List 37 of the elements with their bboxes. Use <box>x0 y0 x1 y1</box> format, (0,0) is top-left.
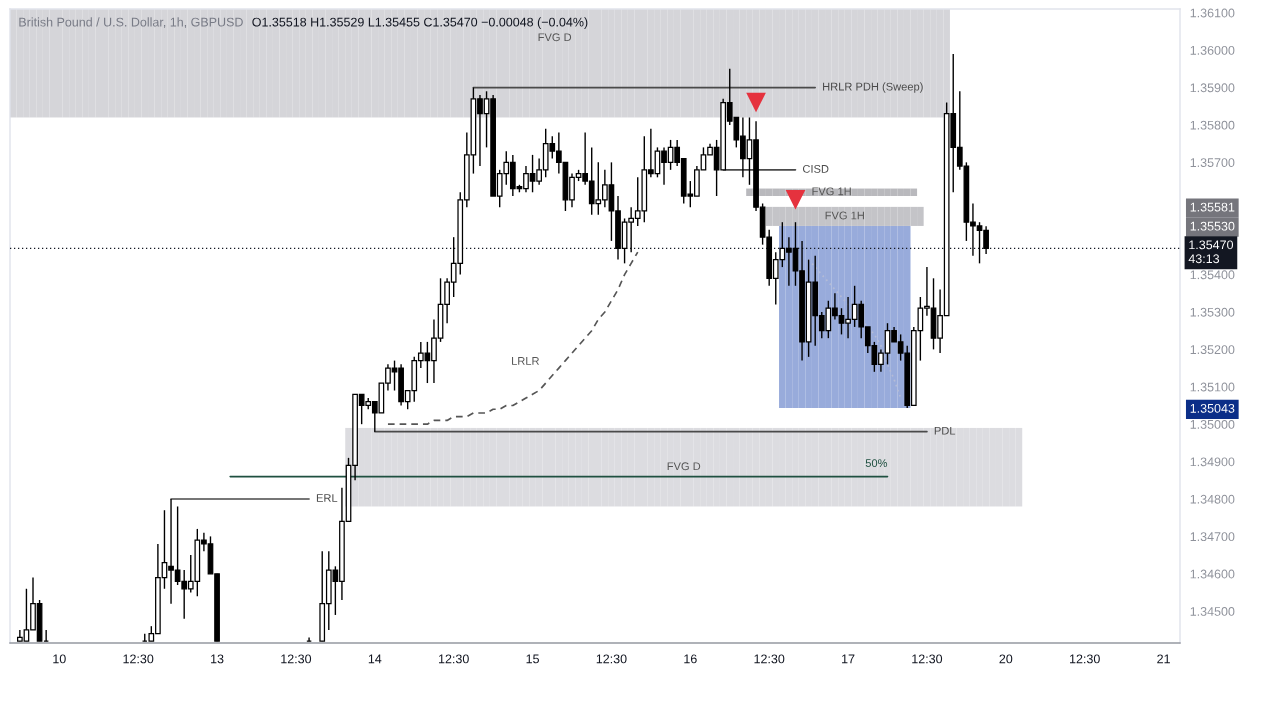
x-tick-label: 12:30 <box>596 654 627 664</box>
x-tick-label: 12:30 <box>912 654 943 664</box>
x-tick-label: 10 <box>53 654 66 664</box>
x-tick-label: 12:30 <box>754 654 785 664</box>
x-tick-label: 12:30 <box>281 654 312 664</box>
y-tick-label: 1.35700 <box>1190 158 1235 168</box>
y-tick-label: 1.35100 <box>1190 382 1235 392</box>
y-tick-label: 1.35300 <box>1190 307 1235 317</box>
x-tick-label: 13 <box>211 654 224 664</box>
x-tick-label: 12:30 <box>438 654 469 664</box>
x-tick-label: 20 <box>999 654 1013 664</box>
y-tick-label: 1.34700 <box>1190 532 1235 542</box>
x-tick-label: 16 <box>684 654 697 664</box>
y-tick-label: 1.35581 <box>1190 202 1235 212</box>
x-tick-label: 12:30 <box>123 654 154 664</box>
y-tick-label: 1.35043 <box>1190 403 1235 413</box>
y-tick-label: 1.35530 <box>1190 221 1235 231</box>
y-tick-label: 1.35000 <box>1190 419 1235 429</box>
series-label: LRLR <box>512 357 540 365</box>
y-tick-label: 1.35800 <box>1190 120 1235 130</box>
y-tick-label: 1.36100 <box>1190 8 1235 18</box>
x-tick-label: 14 <box>368 654 382 664</box>
y-tick-label: 1.35200 <box>1190 345 1235 355</box>
x-tick-label: 15 <box>526 654 539 664</box>
x-tick-label: 21 <box>1157 654 1170 664</box>
ref-line-label: 1.35470 43:13 <box>1188 240 1234 264</box>
y-tick-label: 1.35400 <box>1190 270 1235 280</box>
series-label: CISD <box>802 164 829 173</box>
y-tick-label: 1.34500 <box>1190 607 1235 616</box>
x-tick-label: 12:30 <box>1070 654 1100 664</box>
y-tick-label: 1.36000 <box>1190 45 1235 55</box>
x-tick-label: 17 <box>842 654 855 664</box>
series-label: ERL <box>316 494 338 502</box>
y-tick-label: 1.35900 <box>1190 83 1235 93</box>
y-tick-label: 1.34600 <box>1190 569 1235 579</box>
y-tick-label: 1.34800 <box>1190 494 1235 504</box>
y-tick-label: 1.34900 <box>1190 457 1235 467</box>
